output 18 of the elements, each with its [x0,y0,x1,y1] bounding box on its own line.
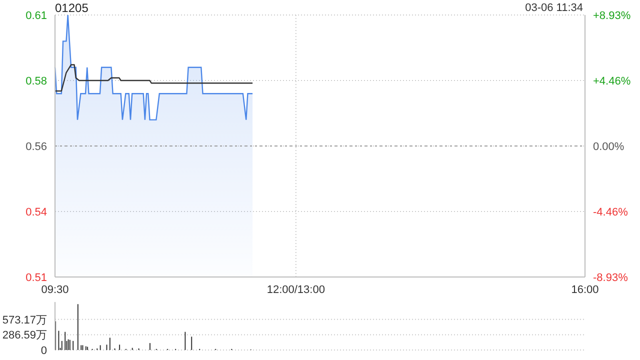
text: 03-06 11:34 [525,2,583,14]
y-tick-label: 0.61 [26,10,47,22]
x-tick-label: 09:30 [41,284,69,296]
y2-tick-label: +4.46% [593,76,631,88]
y-tick-label: 0.51 [26,272,47,284]
y-tick-label: 0.56 [26,141,47,153]
y-tick-label: 573.17万 [2,314,47,326]
x-tick-label: 16:00 [571,284,599,296]
y-tick-label: 0.54 [26,206,47,218]
y-tick-label: 0 [40,345,47,357]
y2-tick-label: -8.93% [593,272,628,284]
y-tick-label: 0.58 [26,76,47,88]
y2-tick-label: +8.93% [593,10,631,22]
x-tick-label: 12:00/13:00 [266,284,325,296]
y-tick-label: 286.59万 [2,330,47,342]
y2-tick-label: -4.46% [593,206,628,218]
chart-title: 01205 [55,1,88,15]
y2-tick-label: 0.00% [593,141,624,153]
